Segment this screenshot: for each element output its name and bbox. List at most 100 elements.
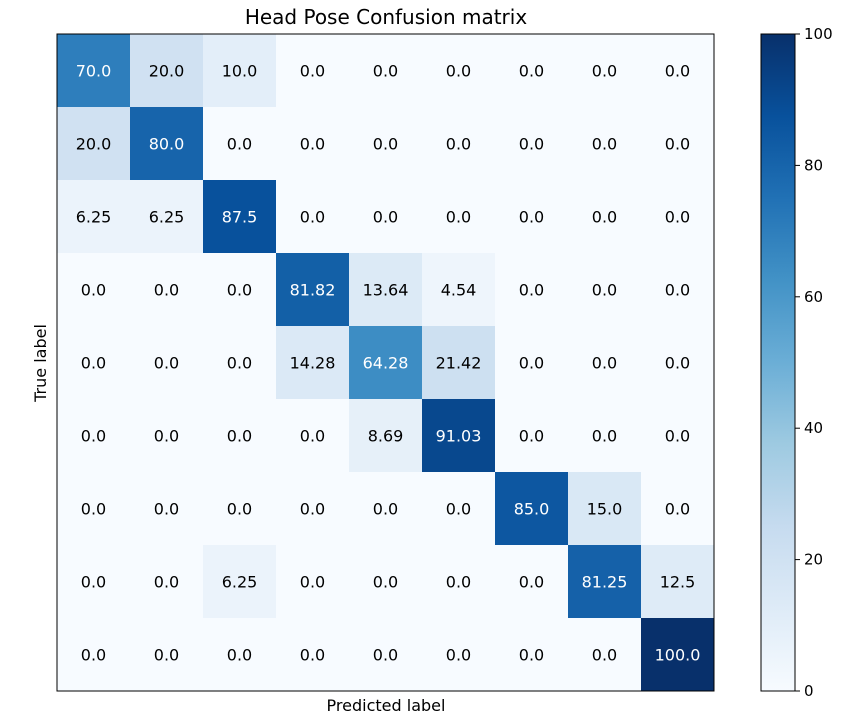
heatmap-cell-r6-c8 [641, 472, 715, 546]
cell-label-r5-c3: 0.0 [300, 427, 325, 446]
cell-label-r6-c1: 0.0 [154, 500, 179, 519]
cell-label-r8-c5: 0.0 [446, 646, 471, 665]
cell-label-r2-c5: 0.0 [446, 208, 471, 227]
cell-label-r0-c8: 0.0 [665, 62, 690, 81]
heatmap-cell-r2-c4 [349, 180, 423, 254]
cell-label-r2-c3: 0.0 [300, 208, 325, 227]
heatmap-cell-r1-c2 [203, 107, 277, 181]
heatmap-cell-r8-c2 [203, 618, 277, 692]
heatmap-cell-r4-c0 [57, 326, 131, 400]
heatmap-cell-r1-c4 [349, 107, 423, 181]
cell-label-r4-c5: 21.42 [436, 354, 482, 373]
heatmap-cell-r7-c7 [568, 545, 642, 619]
heatmap-cell-r7-c0 [57, 545, 131, 619]
cell-label-r0-c2: 10.0 [222, 62, 258, 81]
heatmap-cell-r4-c6 [495, 326, 569, 400]
cell-label-r1-c6: 0.0 [519, 135, 544, 154]
heatmap-cells: 70.0 20.0 10.0 0.0 0.0 0.0 0.0 0.0 0.0 20.0 80.0 0.… [57, 34, 715, 692]
colorbar-tick-label-2: 40 [804, 419, 823, 437]
cell-label-r5-c7: 0.0 [592, 427, 617, 446]
heatmap-cell-r3-c2 [203, 253, 277, 327]
heatmap-cell-r5-c6 [495, 399, 569, 473]
heatmap-cell-r7-c2 [203, 545, 277, 619]
cell-label-r5-c5: 91.03 [436, 427, 482, 446]
heatmap-cell-r6-c1 [130, 472, 204, 546]
cell-label-r4-c7: 0.0 [592, 354, 617, 373]
cell-label-r4-c8: 0.0 [665, 354, 690, 373]
cell-label-r6-c0: 0.0 [81, 500, 106, 519]
heatmap-cell-r6-c7 [568, 472, 642, 546]
heatmap-cell-r0-c6 [495, 34, 569, 108]
heatmap-cell-r4-c7 [568, 326, 642, 400]
heatmap-cell-r8-c6 [495, 618, 569, 692]
heatmap-cell-r1-c3 [276, 107, 350, 181]
heatmap-cell-r7-c4 [349, 545, 423, 619]
heatmap-cell-r0-c7 [568, 34, 642, 108]
cell-label-r0-c3: 0.0 [300, 62, 325, 81]
heatmap-cell-r8-c0 [57, 618, 131, 692]
colorbar: 0 20 40 60 80 100 [760, 25, 833, 700]
heatmap-cell-r7-c8 [641, 545, 715, 619]
heatmap-cell-r1-c5 [422, 107, 496, 181]
cell-label-r1-c1: 80.0 [149, 135, 185, 154]
heatmap-cell-r3-c4 [349, 253, 423, 327]
heatmap-cell-r7-c3 [276, 545, 350, 619]
heatmap-cell-r1-c8 [641, 107, 715, 181]
heatmap-cell-r5-c0 [57, 399, 131, 473]
colorbar-gradient [760, 33, 796, 692]
cell-label-r7-c3: 0.0 [300, 573, 325, 592]
cell-label-r3-c3: 81.82 [290, 281, 336, 300]
cell-label-r4-c4: 64.28 [363, 354, 409, 373]
cell-label-r2-c8: 0.0 [665, 208, 690, 227]
heatmap-cell-r3-c8 [641, 253, 715, 327]
heatmap-cell-r7-c1 [130, 545, 204, 619]
cell-label-r8-c7: 0.0 [592, 646, 617, 665]
cell-label-r2-c2: 87.5 [222, 208, 258, 227]
cell-label-r3-c2: 0.0 [227, 281, 252, 300]
cell-label-r0-c0: 70.0 [76, 62, 112, 81]
cell-label-r2-c1: 6.25 [149, 208, 185, 227]
cell-label-r7-c4: 0.0 [373, 573, 398, 592]
heatmap-cell-r8-c8 [641, 618, 715, 692]
cell-label-r6-c4: 0.0 [373, 500, 398, 519]
cell-label-r6-c5: 0.0 [446, 500, 471, 519]
heatmap-cell-r0-c0 [57, 34, 131, 108]
cell-label-r8-c3: 0.0 [300, 646, 325, 665]
cell-label-r7-c2: 6.25 [222, 573, 258, 592]
cell-label-r3-c4: 13.64 [363, 281, 409, 300]
cell-label-r8-c8: 100.0 [655, 646, 701, 665]
cell-label-r3-c5: 4.54 [441, 281, 477, 300]
cell-label-r4-c2: 0.0 [227, 354, 252, 373]
heatmap-cell-r0-c2 [203, 34, 277, 108]
heatmap-cell-r5-c4 [349, 399, 423, 473]
heatmap-cell-r5-c1 [130, 399, 204, 473]
cell-label-r5-c4: 8.69 [368, 427, 404, 446]
cell-label-r0-c1: 20.0 [149, 62, 185, 81]
heatmap-cell-r6-c6 [495, 472, 569, 546]
cell-label-r1-c5: 0.0 [446, 135, 471, 154]
heatmap-cell-r0-c4 [349, 34, 423, 108]
heatmap-cell-r4-c5 [422, 326, 496, 400]
colorbar-tick-label-4: 80 [804, 156, 823, 174]
cell-label-r3-c0: 0.0 [81, 281, 106, 300]
cell-label-r3-c6: 0.0 [519, 281, 544, 300]
cell-label-r1-c3: 0.0 [300, 135, 325, 154]
cell-label-r4-c0: 0.0 [81, 354, 106, 373]
cell-label-r1-c2: 0.0 [227, 135, 252, 154]
cell-label-r2-c0: 6.25 [76, 208, 112, 227]
heatmap-cell-r2-c7 [568, 180, 642, 254]
cell-label-r8-c1: 0.0 [154, 646, 179, 665]
cell-label-r8-c6: 0.0 [519, 646, 544, 665]
heatmap-cell-r3-c5 [422, 253, 496, 327]
cell-label-r6-c2: 0.0 [227, 500, 252, 519]
heatmap-cell-r0-c1 [130, 34, 204, 108]
heatmap-cell-r8-c4 [349, 618, 423, 692]
cell-label-r5-c2: 0.0 [227, 427, 252, 446]
heatmap-cell-r3-c1 [130, 253, 204, 327]
heatmap-cell-r5-c5 [422, 399, 496, 473]
cell-label-r8-c4: 0.0 [373, 646, 398, 665]
heatmap-cell-r4-c8 [641, 326, 715, 400]
heatmap-cell-r6-c2 [203, 472, 277, 546]
heatmap-cell-r8-c3 [276, 618, 350, 692]
colorbar-tick-label-0: 0 [804, 682, 814, 700]
